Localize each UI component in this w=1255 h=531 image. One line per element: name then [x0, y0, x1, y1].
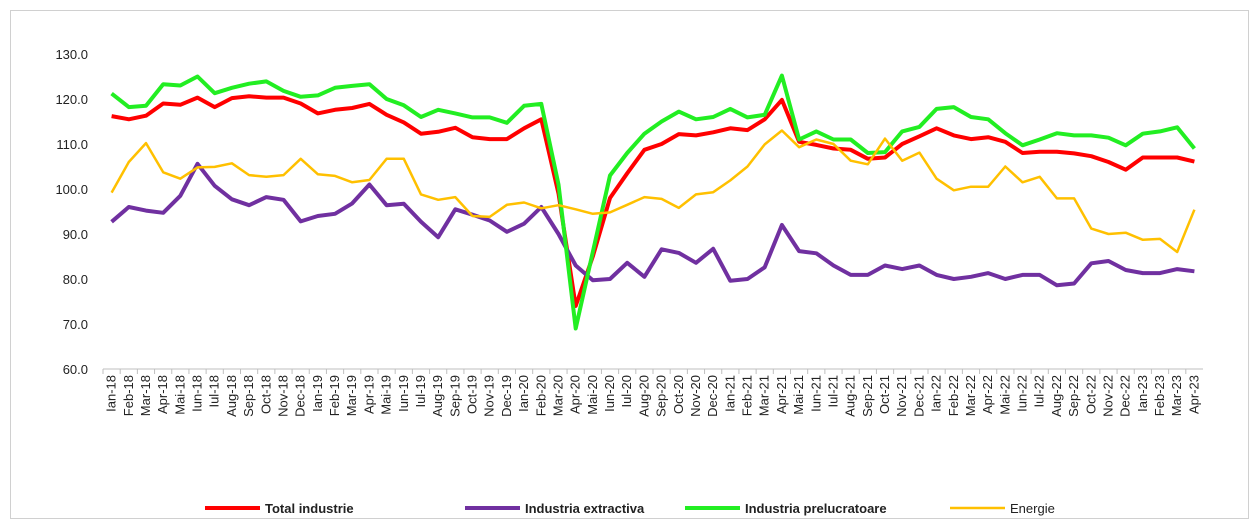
x-tick-label: Oct-18 [258, 375, 273, 414]
series-line [110, 161, 1195, 288]
x-tick-label: Nov-18 [275, 375, 290, 417]
x-tick-label: Iun-18 [190, 375, 205, 412]
x-tick-label: Dec-21 [911, 375, 926, 417]
x-tick-label: Ian-23 [1135, 375, 1150, 412]
x-tick-label: Iun-22 [1015, 375, 1030, 412]
x-tick-label: Mar-23 [1169, 375, 1184, 416]
series-line [110, 129, 1196, 254]
x-tick-label: Mar-20 [550, 375, 565, 416]
x-tick-label: Feb-22 [946, 375, 961, 416]
x-tick-label: Feb-19 [327, 375, 342, 416]
x-tick-label: Sep-20 [654, 375, 669, 417]
y-tick-label: 90.0 [63, 227, 88, 242]
x-tick-label: Dec-22 [1118, 375, 1133, 417]
x-tick-label: Mar-22 [963, 375, 978, 416]
x-tick-label: Feb-21 [740, 375, 755, 416]
x-tick-label: Feb-23 [1152, 375, 1167, 416]
x-tick-label: Nov-22 [1100, 375, 1115, 417]
x-tick-label: Apr-23 [1186, 375, 1201, 414]
y-tick-label: 120.0 [55, 92, 88, 107]
x-tick-label: Mai-18 [172, 375, 187, 415]
x-tick-label: Iun-19 [396, 375, 411, 412]
x-tick-label: Feb-20 [533, 375, 548, 416]
y-tick-label: 60.0 [63, 362, 88, 377]
x-tick-label: Apr-18 [155, 375, 170, 414]
y-tick-label: 130.0 [55, 47, 88, 62]
x-tick-label: Ian-21 [722, 375, 737, 412]
x-tick-label: Mar-19 [344, 375, 359, 416]
legend-label: Industria extractiva [525, 501, 645, 516]
x-tick-label: Aug-21 [843, 375, 858, 417]
x-tick-label: Sep-22 [1066, 375, 1081, 417]
x-tick-label: Sep-19 [447, 375, 462, 417]
x-tick-label: Aug-18 [224, 375, 239, 417]
x-tick-label: Iul-18 [207, 375, 222, 408]
x-tick-label: Ian-20 [516, 375, 531, 412]
y-tick-label: 80.0 [63, 272, 88, 287]
x-tick-label: Sep-21 [860, 375, 875, 417]
x-tick-label: Dec-19 [499, 375, 514, 417]
x-tick-label: Iul-22 [1032, 375, 1047, 408]
x-tick-label: Apr-19 [361, 375, 376, 414]
x-tick-label: Nov-20 [688, 375, 703, 417]
x-tick-label: Iul-21 [825, 375, 840, 408]
x-tick-label: Dec-20 [705, 375, 720, 417]
x-tick-label: Dec-18 [293, 375, 308, 417]
x-tick-label: Oct-21 [877, 375, 892, 414]
x-tick-label: Ian-18 [104, 375, 119, 412]
x-tick-label: Mai-21 [791, 375, 806, 415]
x-tick-label: Feb-18 [121, 375, 136, 416]
x-tick-label: Mar-21 [757, 375, 772, 416]
x-tick-label: Mai-19 [379, 375, 394, 415]
x-tick-label: Oct-22 [1083, 375, 1098, 414]
x-tick-label: Iul-20 [619, 375, 634, 408]
x-tick-label: Aug-19 [430, 375, 445, 417]
x-tick-label: Mai-22 [997, 375, 1012, 415]
x-tick-label: Oct-19 [465, 375, 480, 414]
series-line [110, 73, 1196, 331]
x-tick-label: Sep-18 [241, 375, 256, 417]
x-tick-label: Iul-19 [413, 375, 428, 408]
x-tick-label: Apr-20 [568, 375, 583, 414]
legend-label: Total industrie [265, 501, 354, 516]
legend-label: Energie [1010, 501, 1055, 516]
x-tick-label: Aug-20 [636, 375, 651, 417]
y-tick-label: 70.0 [63, 317, 88, 332]
series-line [111, 94, 1195, 308]
x-tick-label: Apr-22 [980, 375, 995, 414]
x-tick-label: Aug-22 [1049, 375, 1064, 417]
x-tick-label: Mai-20 [585, 375, 600, 415]
y-tick-label: 100.0 [55, 182, 88, 197]
legend-label: Industria prelucratoare [745, 501, 887, 516]
x-tick-label: Iun-21 [808, 375, 823, 412]
x-tick-label: Iun-20 [602, 375, 617, 412]
x-tick-label: Oct-20 [671, 375, 686, 414]
x-tick-label: Apr-21 [774, 375, 789, 414]
x-tick-label: Ian-22 [929, 375, 944, 412]
x-tick-label: Mar-18 [138, 375, 153, 416]
y-tick-label: 110.0 [56, 137, 88, 152]
x-tick-label: Nov-21 [894, 375, 909, 417]
x-tick-label: Nov-19 [482, 375, 497, 417]
x-tick-label: Ian-19 [310, 375, 325, 412]
